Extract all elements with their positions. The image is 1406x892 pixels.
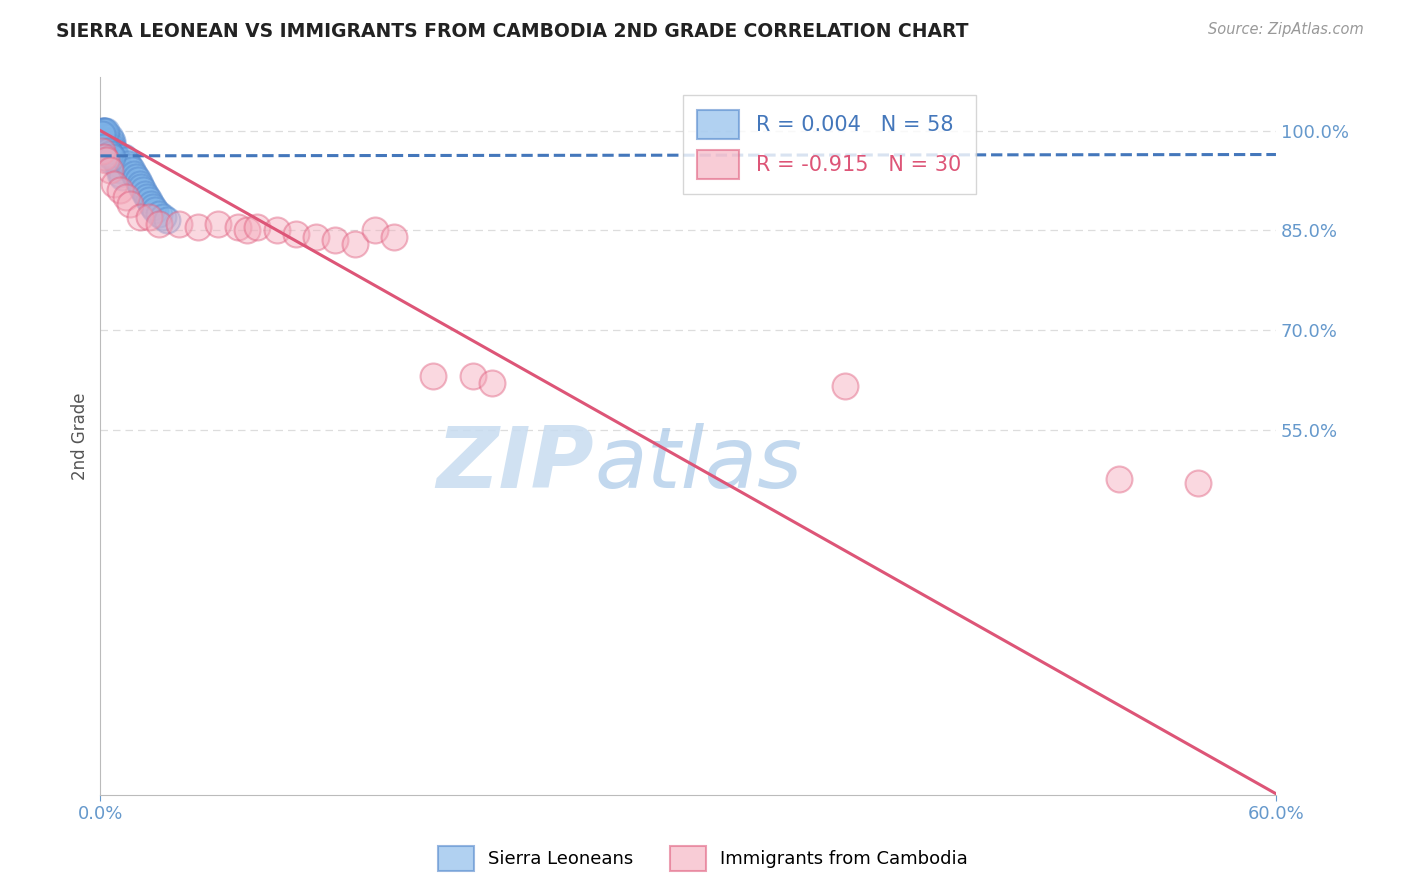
Point	[128, 177, 150, 191]
Point	[167, 217, 190, 231]
Point	[98, 130, 121, 145]
Point	[187, 219, 209, 234]
Point	[114, 153, 136, 168]
Point	[226, 219, 249, 234]
Point	[156, 213, 179, 227]
Point	[148, 217, 170, 231]
Point	[285, 227, 308, 241]
Point	[91, 144, 114, 158]
Point	[101, 150, 124, 164]
Point	[98, 146, 121, 161]
Point	[127, 173, 149, 187]
Point	[103, 144, 125, 158]
Point	[105, 153, 128, 168]
Point	[108, 183, 131, 197]
Point	[134, 186, 156, 201]
Point	[103, 146, 125, 161]
Point	[112, 150, 135, 164]
Point	[93, 130, 115, 145]
Point	[93, 127, 115, 141]
Point	[118, 160, 141, 174]
Point	[96, 134, 118, 148]
Point	[96, 153, 118, 168]
Point	[207, 217, 229, 231]
Y-axis label: 2nd Grade: 2nd Grade	[72, 392, 89, 480]
Point	[98, 163, 121, 178]
Point	[141, 196, 163, 211]
Point	[91, 123, 114, 137]
Point	[96, 123, 118, 137]
Point	[344, 236, 367, 251]
Point	[131, 180, 153, 194]
Point	[1108, 472, 1130, 486]
Point	[91, 136, 114, 151]
Point	[142, 200, 165, 214]
Point	[93, 123, 115, 137]
Text: ZIP: ZIP	[436, 424, 595, 507]
Point	[96, 130, 118, 145]
Point	[107, 157, 129, 171]
Point	[152, 210, 174, 224]
Point	[111, 170, 134, 185]
Point	[103, 177, 125, 191]
Point	[101, 136, 124, 151]
Point	[93, 123, 115, 137]
Point	[121, 163, 143, 178]
Point	[97, 144, 120, 158]
Point	[98, 153, 121, 168]
Point	[1187, 475, 1209, 490]
Point	[114, 190, 136, 204]
Point	[138, 194, 160, 208]
Point	[461, 369, 484, 384]
Point	[118, 196, 141, 211]
Point	[101, 134, 124, 148]
Point	[96, 136, 118, 151]
Point	[93, 140, 115, 154]
Point	[148, 207, 170, 221]
Legend: R = 0.004   N = 58, R = -0.915   N = 30: R = 0.004 N = 58, R = -0.915 N = 30	[683, 95, 976, 194]
Point	[105, 150, 128, 164]
Point	[246, 219, 269, 234]
Point	[98, 150, 121, 164]
Point	[91, 134, 114, 148]
Point	[108, 167, 131, 181]
Point	[97, 140, 120, 154]
Point	[96, 127, 118, 141]
Point	[91, 127, 114, 141]
Point	[136, 190, 159, 204]
Point	[481, 376, 503, 390]
Point	[124, 170, 146, 185]
Point	[107, 160, 129, 174]
Point	[132, 183, 155, 197]
Point	[266, 223, 288, 237]
Point	[138, 210, 160, 224]
Point	[91, 140, 114, 154]
Point	[93, 123, 115, 137]
Point	[89, 144, 111, 158]
Point	[236, 223, 259, 237]
Point	[422, 369, 444, 384]
Point	[97, 146, 120, 161]
Point	[305, 230, 328, 244]
Point	[93, 150, 115, 164]
Point	[97, 144, 120, 158]
Point	[117, 157, 139, 171]
Point	[834, 379, 856, 393]
Text: SIERRA LEONEAN VS IMMIGRANTS FROM CAMBODIA 2ND GRADE CORRELATION CHART: SIERRA LEONEAN VS IMMIGRANTS FROM CAMBOD…	[56, 22, 969, 41]
Point	[122, 167, 145, 181]
Point	[382, 230, 405, 244]
Text: atlas: atlas	[595, 424, 801, 507]
Point	[128, 210, 150, 224]
Legend: Sierra Leoneans, Immigrants from Cambodia: Sierra Leoneans, Immigrants from Cambodi…	[430, 838, 976, 879]
Point	[101, 140, 124, 154]
Point	[325, 233, 347, 247]
Point	[363, 223, 385, 237]
Point	[108, 163, 131, 178]
Text: Source: ZipAtlas.com: Source: ZipAtlas.com	[1208, 22, 1364, 37]
Point	[143, 203, 166, 218]
